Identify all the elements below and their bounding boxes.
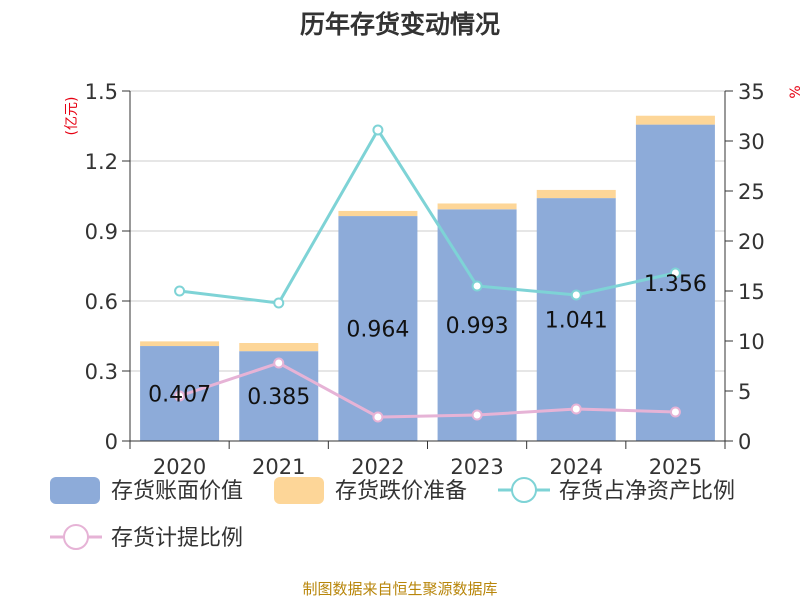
left-axis-tick-label: 0.6 — [85, 290, 118, 314]
chart-title: 历年存货变动情况 — [300, 10, 500, 39]
bar-value-label: 0.407 — [148, 383, 211, 408]
line-存货计提比例 — [179, 361, 676, 419]
legend-marker — [63, 524, 89, 550]
right-axis-tick-label: 5 — [738, 380, 751, 404]
legend-label: 存货账面价值 — [111, 479, 243, 504]
bar-存货账面价值-2023 — [437, 209, 517, 441]
line-存货占净资产比例 — [179, 127, 676, 305]
bar-存货账面价值-2024 — [536, 198, 616, 441]
gridlines — [130, 90, 725, 372]
bar-value-label: 1.356 — [644, 272, 707, 297]
legend-label: 存货计提比例 — [111, 526, 243, 551]
point-存货计提比例-2022 — [372, 411, 384, 423]
point-存货占净资产比例-2020 — [174, 285, 186, 297]
left-axis-unit: (亿元) — [64, 97, 80, 136]
bar-value-label: 0.964 — [346, 318, 409, 343]
left-axis-tick-label: 1.2 — [85, 150, 118, 174]
bar-value-label: 0.385 — [247, 385, 310, 410]
bar-value-label: 0.993 — [446, 314, 509, 339]
left-axis-tick-label: 0.9 — [85, 220, 118, 244]
bar-存货账面价值-2025 — [635, 124, 715, 441]
left-axis-tick-label: 0.3 — [85, 360, 118, 384]
x-axis-tick-label: 2024 — [550, 455, 603, 479]
bar-value-label: 1.041 — [545, 309, 608, 334]
x-axis-tick-label: 2023 — [450, 455, 503, 479]
point-存货计提比例-2024 — [570, 403, 582, 415]
left-axis-tick-label: 0 — [105, 430, 118, 454]
bars — [140, 115, 715, 441]
legend-swatch — [274, 477, 324, 504]
point-存货占净资产比例-2024 — [570, 289, 582, 301]
right-axis-tick-label: 0 — [738, 430, 751, 454]
line-series — [174, 124, 681, 423]
x-axis-tick-label: 2021 — [252, 455, 305, 479]
x-axis-tick-label: 2025 — [649, 455, 702, 479]
x-axis-tick-label: 2020 — [153, 455, 206, 479]
point-存货计提比例-2020 — [174, 390, 186, 402]
x-axis-tick-label: 2022 — [351, 455, 404, 479]
point-存货计提比例-2025 — [669, 406, 681, 418]
right-axis-tick-label: 10 — [738, 330, 765, 354]
left-axis-tick-label: 1.5 — [85, 80, 118, 104]
bar-存货跌价准备-2023 — [437, 203, 517, 210]
point-存货占净资产比例-2022 — [372, 124, 384, 136]
legend-label: 存货占净资产比例 — [559, 479, 735, 504]
bar-存货跌价准备-2024 — [536, 189, 616, 199]
right-axis-tick-label: 30 — [738, 130, 765, 154]
bar-存货跌价准备-2020 — [140, 341, 220, 347]
point-存货占净资产比例-2021 — [273, 297, 285, 309]
point-存货计提比例-2023 — [471, 409, 483, 421]
data-labels: 0.407 0.385 0.964 0.993 1.041 1.356 — [148, 272, 707, 410]
right-axis-tick-label: 20 — [738, 230, 765, 254]
right-axis-tick-label: 25 — [738, 180, 765, 204]
bar-存货跌价准备-2025 — [635, 115, 715, 125]
right-axis-unit: % — [788, 85, 800, 98]
legend-swatch — [50, 477, 100, 504]
source-note: 制图数据来自恒生聚源数据库 — [302, 580, 497, 598]
point-存货占净资产比例-2023 — [471, 280, 483, 292]
point-存货占净资产比例-2025 — [669, 267, 681, 279]
legend-label: 存货跌价准备 — [335, 479, 467, 504]
point-存货计提比例-2021 — [273, 357, 285, 369]
right-axis-tick-label: 15 — [738, 280, 765, 304]
right-axis-tick-label: 35 — [738, 80, 765, 104]
legend-marker — [511, 477, 537, 503]
bar-存货跌价准备-2021 — [239, 343, 319, 352]
bar-存货跌价准备-2022 — [338, 210, 418, 217]
